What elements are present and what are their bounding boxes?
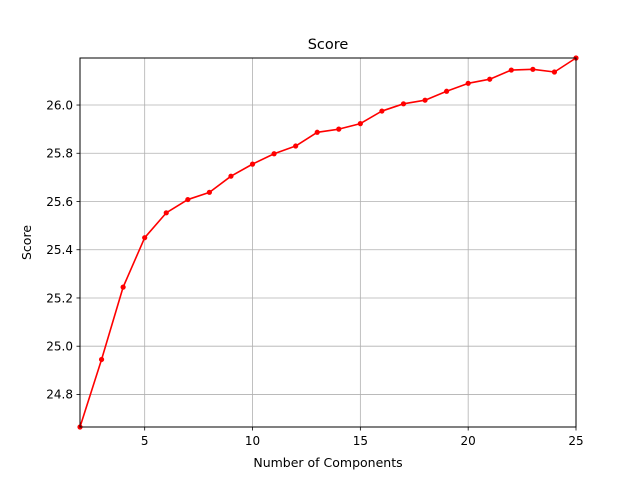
data-point: [142, 235, 148, 241]
x-axis: 5 10 15 20 25: [141, 427, 584, 448]
x-tick-label: 15: [353, 434, 368, 448]
y-axis: 24.8 25.0 25.2 25.4 25.6 25.8 26.0: [46, 98, 80, 402]
y-tick-label: 25.4: [46, 243, 73, 257]
x-tick-label: 10: [245, 434, 260, 448]
chart-title: Score: [308, 37, 349, 53]
data-point: [422, 97, 428, 103]
data-point: [357, 121, 363, 127]
data-point: [314, 129, 320, 135]
y-tick-label: 26.0: [46, 98, 73, 112]
data-point: [228, 173, 234, 179]
data-point: [379, 108, 385, 114]
data-point: [249, 161, 256, 167]
series-group: [77, 55, 579, 430]
series-line: [79, 57, 577, 428]
y-tick-label: 25.2: [46, 291, 73, 305]
y-tick-label: 25.8: [46, 147, 73, 161]
x-tick-label: 20: [461, 434, 476, 448]
data-point: [293, 143, 299, 149]
y-tick-label: 24.8: [46, 388, 73, 402]
data-point: [206, 189, 212, 195]
data-point: [185, 196, 191, 203]
data-point: [98, 356, 105, 363]
data-point: [120, 284, 126, 290]
data-point: [530, 66, 536, 72]
plot-frame: [79, 57, 577, 428]
data-point: [271, 151, 277, 157]
data-point: [444, 88, 450, 94]
data-point: [163, 210, 169, 216]
y-tick-label: 25.0: [46, 340, 73, 354]
data-point: [336, 126, 342, 132]
data-point: [508, 67, 514, 73]
grid-lines: [80, 58, 577, 427]
data-point: [465, 80, 471, 86]
x-tick-label: 25: [568, 434, 583, 448]
data-point: [551, 69, 558, 75]
x-axis-label: Number of Components: [253, 455, 402, 470]
y-axis-label: Score: [19, 225, 34, 260]
y-tick-label: 25.6: [46, 195, 73, 209]
x-tick-label: 5: [141, 434, 149, 448]
data-point: [487, 76, 493, 82]
data-point: [400, 101, 407, 107]
plot-area: [80, 58, 576, 427]
